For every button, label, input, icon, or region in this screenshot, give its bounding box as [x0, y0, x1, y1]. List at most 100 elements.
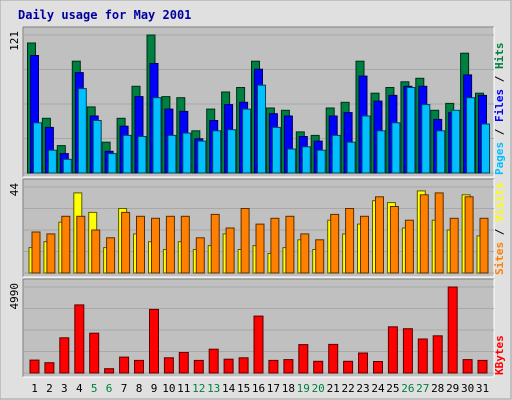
bar-hits-pages-day-2: [47, 149, 57, 174]
bar-hits-pages-day-21: [331, 134, 341, 174]
day-label-6: 6: [106, 382, 113, 395]
bar-kbytes-kbytes-day-25: [387, 326, 398, 374]
bar-hits-pages-day-6: [107, 153, 117, 174]
panel-hits-ymax-label: 121: [8, 31, 21, 51]
bar-visits-sites-day-4: [76, 215, 86, 274]
bar-visits-sites-day-6: [106, 237, 116, 274]
day-label-21: 21: [327, 382, 340, 395]
bar-hits-pages-day-25: [391, 122, 401, 174]
bar-hits-pages-day-29: [451, 109, 461, 174]
day-label-26: 26: [401, 382, 414, 395]
bar-hits-pages-day-17: [271, 126, 281, 174]
bar-hits-pages-day-16: [257, 84, 266, 174]
day-label-8: 8: [136, 382, 143, 395]
bar-visits-sites-day-14: [225, 227, 235, 274]
bar-hits-pages-day-8: [137, 136, 147, 174]
bar-hits-pages-day-9: [152, 97, 162, 174]
bar-visits-sites-day-22: [345, 208, 355, 274]
bar-visits-sites-day-12: [195, 237, 205, 274]
bar-hits-pages-day-28: [436, 130, 446, 174]
day-label-27: 27: [416, 382, 429, 395]
bar-hits-pages-day-4: [77, 88, 87, 174]
bar-kbytes-kbytes-day-31: [477, 359, 488, 374]
legend-entry-visits-2: Visits: [493, 182, 506, 222]
day-label-1: 1: [31, 382, 38, 395]
bar-visits-sites-day-1: [31, 231, 41, 274]
bar-kbytes-kbytes-day-21: [328, 343, 339, 374]
bar-visits-sites-day-8: [136, 215, 145, 274]
day-label-4: 4: [76, 382, 83, 395]
bar-hits-pages-day-19: [301, 146, 311, 174]
bar-visits-sites-day-28: [434, 192, 444, 274]
bar-kbytes-kbytes-day-1: [29, 359, 40, 374]
day-label-15: 15: [237, 382, 250, 395]
bar-kbytes-kbytes-day-29: [447, 286, 458, 374]
bar-visits-sites-day-3: [61, 215, 71, 274]
bar-visits-sites-day-26: [404, 219, 414, 274]
bar-kbytes-kbytes-day-30: [462, 359, 473, 374]
day-label-7: 7: [121, 382, 128, 395]
panel-kbytes-ymax-label: 4990: [8, 283, 21, 310]
panel-visits: 44 Sites / Visits: [8, 178, 506, 278]
bar-visits-sites-day-9: [151, 217, 160, 274]
day-label-17: 17: [267, 382, 280, 395]
panel-visits-legend: Sites / Visits: [493, 182, 506, 275]
bar-hits-pages-day-13: [212, 130, 222, 174]
bar-kbytes-kbytes-day-4: [74, 304, 85, 374]
bar-hits-pages-day-31: [481, 123, 490, 174]
day-label-14: 14: [222, 382, 236, 395]
bar-hits-pages-day-11: [182, 132, 192, 174]
bar-kbytes-kbytes-day-22: [343, 360, 354, 374]
bar-kbytes-kbytes-day-15: [238, 357, 249, 374]
bar-kbytes-kbytes-day-24: [373, 361, 383, 374]
panel-visits-ymax-label: 44: [8, 183, 21, 197]
bar-visits-sites-day-5: [91, 229, 101, 274]
day-label-2: 2: [46, 382, 53, 395]
bar-visits-sites-day-31: [479, 217, 489, 274]
bar-kbytes-kbytes-day-5: [89, 332, 100, 374]
bar-hits-pages-day-15: [242, 108, 252, 174]
day-label-3: 3: [61, 382, 68, 395]
bar-kbytes-kbytes-day-6: [104, 368, 115, 374]
bar-kbytes-kbytes-day-18: [283, 359, 294, 374]
day-label-24: 24: [371, 382, 385, 395]
bar-visits-sites-day-29: [449, 217, 459, 274]
day-label-12: 12: [192, 382, 205, 395]
bar-hits-pages-day-26: [406, 87, 416, 174]
bar-kbytes-kbytes-day-19: [298, 344, 309, 374]
bar-visits-sites-day-23: [360, 215, 369, 274]
day-label-10: 10: [162, 382, 175, 395]
bar-kbytes-kbytes-day-11: [178, 352, 189, 374]
bar-kbytes-kbytes-day-23: [358, 352, 368, 374]
bar-visits-sites-day-25: [389, 206, 399, 274]
bar-visits-sites-day-17: [270, 217, 280, 274]
day-label-16: 16: [252, 382, 265, 395]
bar-kbytes-kbytes-day-12: [193, 359, 204, 374]
day-label-19: 19: [297, 382, 310, 395]
panel-kbytes: 4990 KBytes: [8, 278, 506, 378]
bar-kbytes-kbytes-day-8: [134, 359, 144, 374]
bar-visits-sites-day-10: [165, 215, 175, 274]
bar-visits-sites-day-18: [285, 215, 295, 274]
bar-hits-pages-day-12: [197, 140, 207, 174]
panel-hits-legend: Pages / Files / Hits: [493, 43, 506, 176]
legend-entry-kbytes-0: KBytes: [493, 335, 506, 375]
bar-visits-sites-day-27: [419, 194, 429, 274]
bar-hits-pages-day-24: [376, 130, 386, 174]
bar-kbytes-kbytes-day-3: [59, 337, 70, 374]
bar-visits-sites-day-7: [121, 211, 131, 274]
panel-kbytes-legend: KBytes: [493, 335, 506, 375]
day-label-31: 31: [476, 382, 489, 395]
legend-entry-visits-0: Sites: [493, 242, 506, 275]
bar-kbytes-kbytes-day-7: [119, 356, 130, 374]
bar-hits-pages-day-7: [122, 134, 132, 174]
bar-kbytes-kbytes-day-10: [163, 357, 174, 374]
legend-entry-hits-4: Hits: [493, 43, 506, 70]
bar-visits-sites-day-30: [464, 196, 474, 274]
bar-visits-sites-day-15: [240, 208, 250, 274]
bar-kbytes-kbytes-day-13: [208, 348, 219, 374]
chart-title: Daily usage for May 2001: [18, 8, 191, 22]
bar-kbytes-kbytes-day-17: [268, 359, 279, 374]
